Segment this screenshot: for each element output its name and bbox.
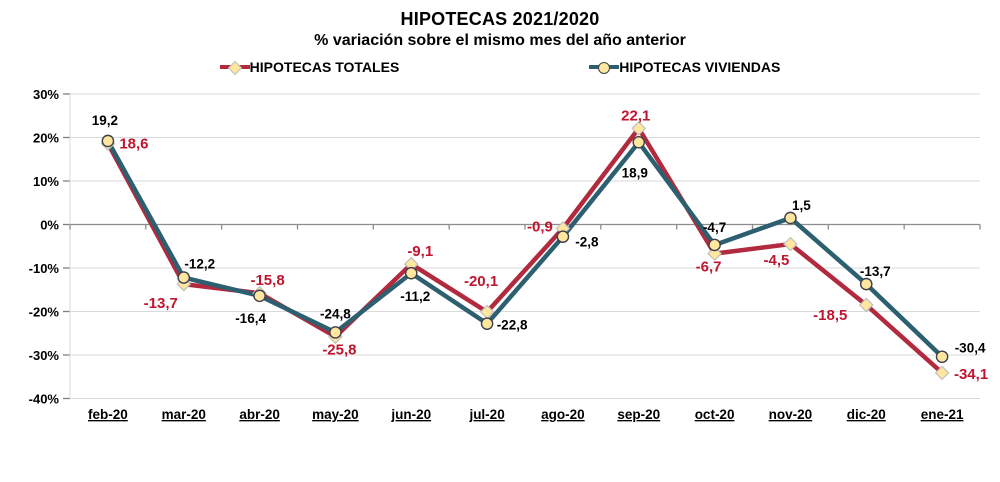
data-label: -13,7 [860, 264, 891, 279]
legend: HIPOTECAS TOTALES HIPOTECAS VIVIENDAS [0, 55, 1000, 79]
data-label: -25,8 [322, 342, 356, 359]
legend-item-totales: HIPOTECAS TOTALES [219, 59, 400, 75]
x-tick-label: ene-21 [921, 407, 964, 422]
diamond-marker-icon [707, 246, 722, 261]
legend-diamond-icon [227, 60, 242, 75]
x-tick-label: oct-20 [695, 407, 735, 422]
circle-marker-icon [935, 350, 949, 364]
y-tick-label: 20% [33, 131, 59, 146]
data-label: 19,2 [92, 113, 118, 128]
data-label: -2,8 [575, 235, 599, 250]
data-label: -22,8 [497, 318, 528, 333]
circle-marker-icon [708, 238, 721, 252]
circle-marker-icon [632, 135, 646, 149]
diamond-marker-icon [934, 365, 950, 381]
data-label: -11,2 [400, 289, 430, 304]
chart-title: HIPOTECAS 2021/2020 [400, 9, 600, 29]
data-label: -6,7 [696, 259, 722, 276]
circle-marker-icon [253, 289, 266, 303]
data-label: 18,9 [622, 165, 648, 180]
y-tick-label: -30% [29, 348, 60, 363]
data-label: -13,7 [144, 295, 178, 312]
x-tick-label: may-20 [312, 407, 359, 422]
data-label: -15,8 [250, 272, 284, 289]
x-tick-label: feb-20 [88, 407, 128, 422]
legend-label-viviendas: HIPOTECAS VIVIENDAS [619, 59, 781, 75]
circle-marker-icon [859, 277, 873, 291]
data-label: -24,8 [320, 306, 351, 321]
y-tick-label: 30% [33, 87, 59, 102]
diamond-marker-icon [219, 60, 250, 75]
legend-circle-icon [598, 61, 611, 74]
x-tick-label: nov-20 [769, 407, 813, 422]
y-tick-label: 0% [40, 218, 59, 233]
circle-marker-icon [329, 326, 342, 339]
data-label: -18,5 [813, 307, 847, 324]
x-tick-label: sep-20 [617, 407, 660, 422]
x-tick-label: jun-20 [390, 407, 431, 422]
data-label: 1,5 [792, 198, 811, 213]
data-label: -12,2 [184, 257, 215, 272]
legend-label-totales: HIPOTECAS TOTALES [249, 59, 400, 75]
circle-marker-icon [177, 271, 191, 284]
data-label: -4,7 [703, 220, 726, 235]
diamond-marker-icon [783, 236, 798, 252]
data-label: -34,1 [954, 366, 988, 383]
x-tick-label: ago-20 [541, 407, 585, 422]
circle-marker-icon [784, 211, 797, 225]
data-label: -4,5 [763, 252, 789, 269]
x-tick-label: mar-20 [162, 407, 206, 422]
y-tick-label: -20% [29, 305, 60, 320]
circle-marker-icon [404, 266, 418, 280]
circle-marker-icon [589, 60, 620, 74]
series-line-viviendas [105, 138, 945, 359]
series-line-totales [105, 126, 945, 376]
circle-marker-icon [101, 134, 115, 148]
data-label: 22,1 [621, 107, 650, 124]
line-chart: 30% 20% 10% 0% -10% -20% -30% -40% feb-20 mar-20 a… [29, 87, 989, 422]
chart-subtitle: % variación sobre el mismo mes del año a… [314, 32, 686, 49]
data-label: -0,9 [527, 218, 553, 235]
x-tick-label: abr-20 [239, 407, 280, 422]
x-tick-label: dic-20 [847, 407, 886, 422]
circle-marker-icon [556, 230, 570, 243]
data-label: -30,4 [955, 341, 986, 356]
data-label: -20,1 [464, 273, 498, 290]
data-label: -9,1 [407, 243, 433, 260]
data-label: -16,4 [235, 311, 266, 326]
legend-item-viviendas: HIPOTECAS VIVIENDAS [589, 59, 780, 75]
x-tick-label: jul-20 [468, 407, 504, 422]
diamond-marker-icon [631, 121, 647, 136]
y-tick-label: 10% [33, 174, 59, 189]
y-tick-label: -40% [29, 392, 60, 407]
diamond-marker-icon [858, 297, 874, 313]
data-label: 18,6 [119, 136, 148, 153]
y-tick-label: -10% [29, 261, 60, 276]
circle-marker-icon [480, 317, 494, 330]
